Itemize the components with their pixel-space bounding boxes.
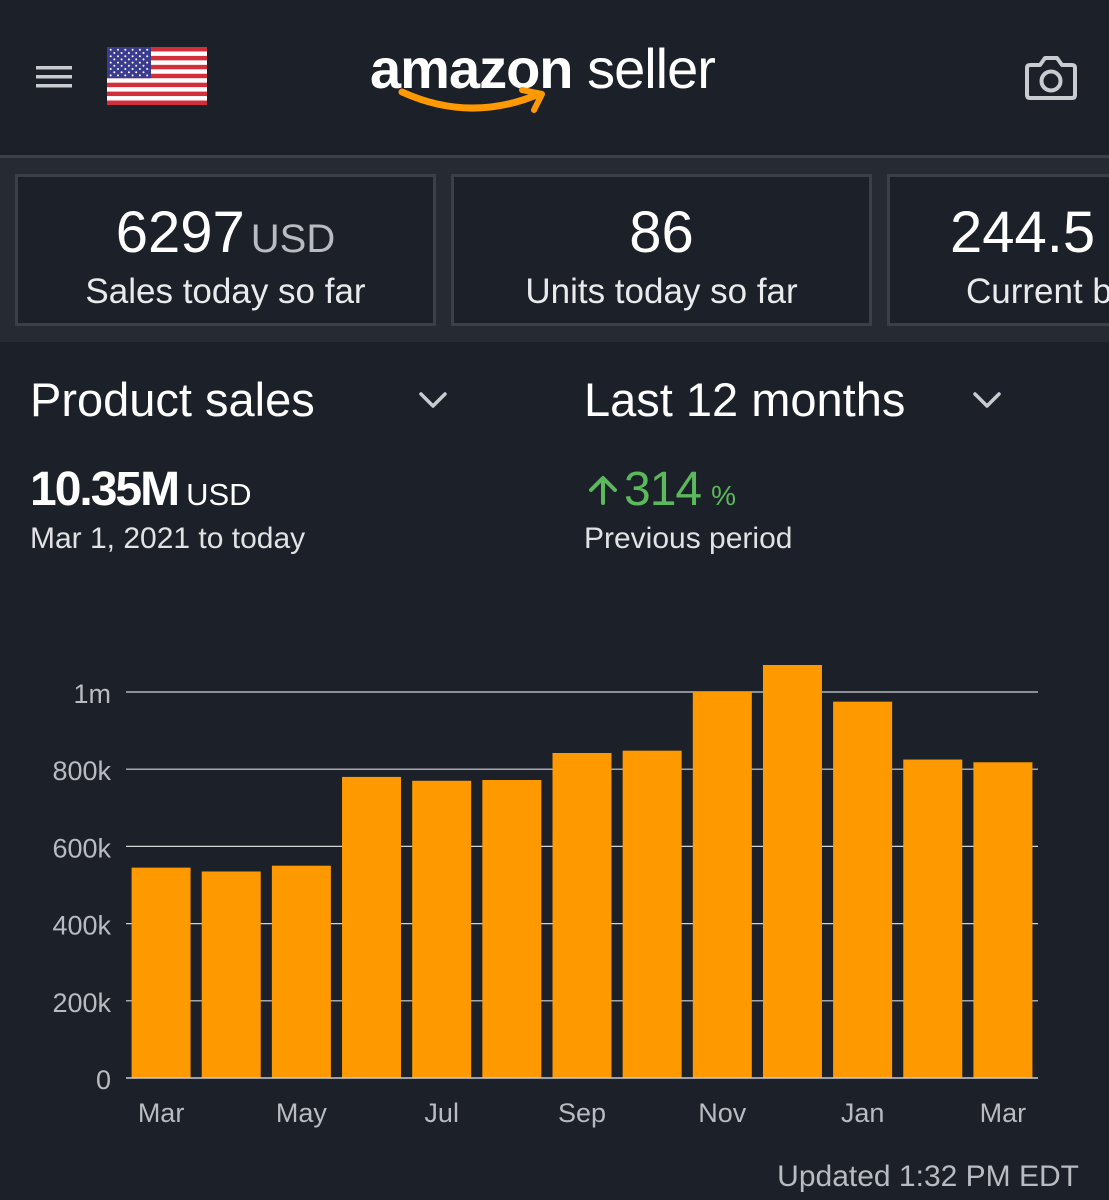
- total-unit: USD: [186, 477, 252, 512]
- sales-value: 6297: [115, 200, 245, 265]
- stat-value: 244.5: [950, 199, 1109, 266]
- y-tick-label: 800k: [52, 756, 111, 786]
- last-updated-label: Updated 1:32 PM EDT: [777, 1160, 1079, 1193]
- stat-value: 86: [454, 199, 869, 266]
- stat-value: 6297 USD: [18, 199, 433, 266]
- y-tick-label: 0: [96, 1065, 111, 1095]
- amazon-smile-icon: [398, 87, 545, 113]
- stat-label: Units today so far: [525, 272, 798, 311]
- chevron-down-icon: [419, 392, 447, 408]
- x-tick-label: May: [276, 1098, 328, 1128]
- stat-label: Sales today so far: [85, 272, 366, 311]
- total-sales-value: 10.35M USD: [30, 462, 252, 517]
- bar-mar-0[interactable]: [131, 867, 191, 1078]
- metric-selector[interactable]: Product sales: [30, 372, 460, 430]
- bar-apr-1[interactable]: [201, 871, 261, 1078]
- chevron-down-icon: [973, 392, 1001, 408]
- bar-sep-6[interactable]: [552, 752, 612, 1078]
- x-tick-label: Jan: [841, 1098, 885, 1128]
- bar-jul-4[interactable]: [412, 780, 472, 1078]
- y-tick-label: 1m: [73, 679, 111, 709]
- us-flag-icon[interactable]: [107, 47, 207, 105]
- x-tick-label: Jul: [424, 1098, 459, 1128]
- total-value: 10.35M: [30, 463, 180, 516]
- camera-icon[interactable]: [1024, 53, 1078, 101]
- amazon-seller-logo: amazon seller: [370, 30, 750, 125]
- change-unit: %: [711, 480, 736, 511]
- stat-card-units[interactable]: 86 Units today so far: [451, 174, 872, 326]
- bar-feb-11[interactable]: [903, 759, 963, 1078]
- x-tick-label: Mar: [138, 1098, 185, 1128]
- y-tick-label: 400k: [52, 911, 111, 941]
- arrow-up-icon: [589, 476, 617, 505]
- stat-card-sales[interactable]: 6297 USD Sales today so far: [15, 174, 436, 326]
- bar-dec-9[interactable]: [762, 664, 822, 1078]
- change-value: 314: [624, 463, 702, 516]
- bar-jan-10[interactable]: [833, 701, 893, 1078]
- period-change: 314%: [586, 462, 736, 517]
- stat-card-current-balance[interactable]: 244.5 Current b: [887, 174, 1109, 326]
- date-range-label: Mar 1, 2021 to today: [30, 522, 306, 555]
- hamburger-menu-icon[interactable]: [34, 62, 74, 92]
- bar-jun-3[interactable]: [342, 776, 402, 1078]
- sales-unit: USD: [250, 217, 336, 261]
- bar-nov-8[interactable]: [692, 692, 752, 1078]
- y-tick-label: 200k: [52, 988, 111, 1018]
- metric-selector-label: Product sales: [30, 373, 315, 426]
- product-sales-bar-chart: 0 200k 400k 600k 800k 1m Mar May Jul Sep Nov Jan Mar: [52, 664, 1038, 1128]
- bar-may-2[interactable]: [271, 865, 331, 1078]
- x-tick-label: Sep: [558, 1098, 606, 1128]
- bar-mar-12[interactable]: [973, 762, 1033, 1078]
- x-tick-label: Nov: [698, 1098, 747, 1128]
- period-selector-label: Last 12 months: [584, 373, 906, 426]
- x-tick-label: Mar: [980, 1098, 1027, 1128]
- stat-label: Current b: [966, 272, 1109, 311]
- header-divider: [0, 155, 1109, 158]
- y-tick-label: 600k: [52, 833, 111, 863]
- bar-oct-7[interactable]: [622, 750, 682, 1078]
- period-selector[interactable]: Last 12 months: [584, 372, 1014, 430]
- app-header: amazon seller: [0, 0, 1109, 155]
- units-value: 86: [629, 200, 694, 265]
- balance-value: 244.5: [950, 200, 1096, 265]
- previous-period-label: Previous period: [584, 522, 793, 555]
- logo-light-text: seller: [587, 37, 716, 100]
- bar-aug-5[interactable]: [482, 780, 542, 1078]
